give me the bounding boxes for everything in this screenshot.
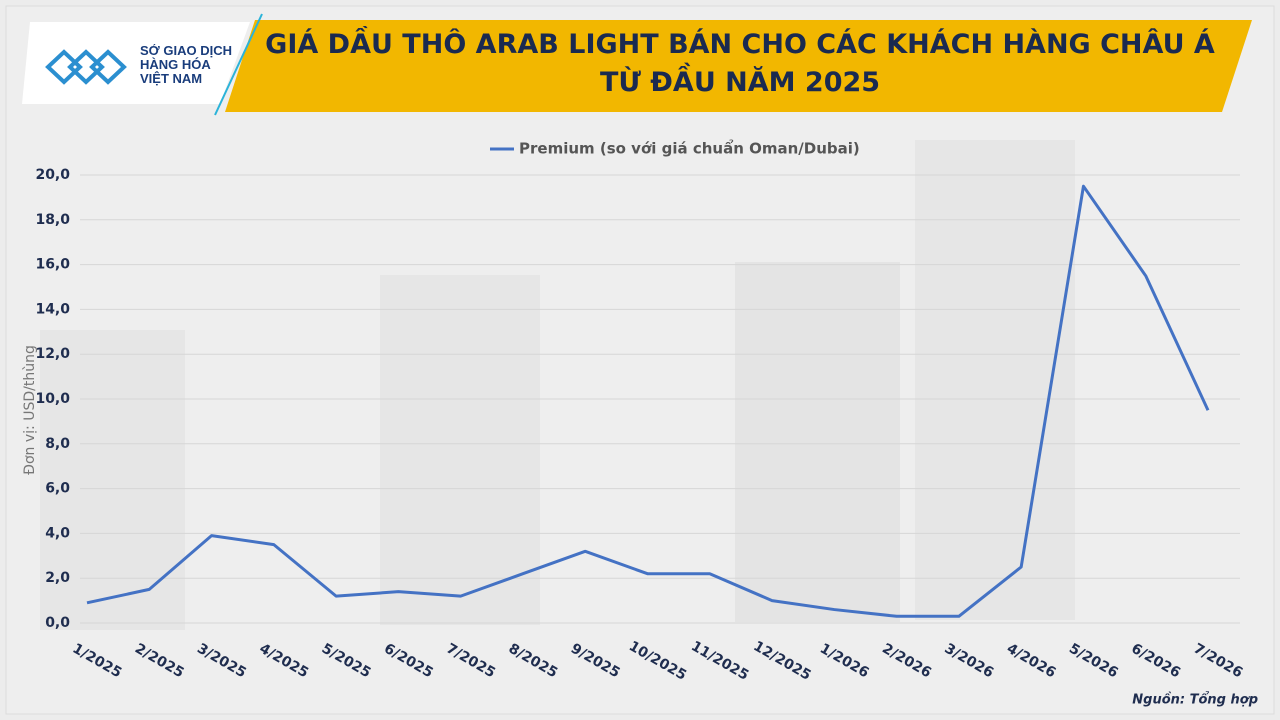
logo-mark — [45, 49, 127, 85]
logo-box — [22, 22, 250, 104]
y-tick-label: 10,0 — [35, 391, 70, 407]
logo-text: SỞ GIAO DỊCH HÀNG HÓA VIỆT NAM — [140, 44, 250, 86]
y-tick-label: 2,0 — [45, 570, 70, 586]
logo-line: HÀNG HÓA — [140, 57, 211, 72]
title-box: GIÁ DẦU THÔ ARAB LIGHT BÁN CHO CÁC KHÁCH… — [265, 29, 1215, 98]
y-tick-label: 0,0 — [45, 615, 70, 631]
logo-accent — [214, 13, 263, 116]
legend-label: Premium (so với giá chuẩn Oman/Dubai) — [519, 139, 860, 158]
y-tick-label: 14,0 — [35, 301, 70, 317]
y-tick-label: 8,0 — [45, 436, 70, 452]
frame — [5, 5, 1275, 715]
bg-decor — [735, 262, 900, 622]
y-tick-label: 18,0 — [35, 212, 70, 228]
logo-line: SỞ GIAO DỊCH — [140, 44, 232, 58]
bg-decor — [380, 275, 540, 625]
y-tick-label: 6,0 — [45, 481, 70, 497]
y-tick-label: 16,0 — [35, 257, 70, 273]
chart-title: GIÁ DẦU THÔ ARAB LIGHT BÁN CHO CÁC KHÁCH… — [265, 29, 1215, 98]
y-axis-label: Đơn vị: USD/thùng — [22, 345, 38, 475]
series-line — [86, 184, 1210, 618]
y-tick-label: 20,0 — [35, 167, 70, 183]
logo-line: VIỆT NAM — [140, 71, 203, 86]
y-tick-label: 12,0 — [35, 346, 70, 362]
y-tick-label: 4,0 — [45, 525, 70, 541]
source: Nguồn: Tổng hợp — [1132, 692, 1258, 708]
title-banner — [225, 20, 1252, 112]
